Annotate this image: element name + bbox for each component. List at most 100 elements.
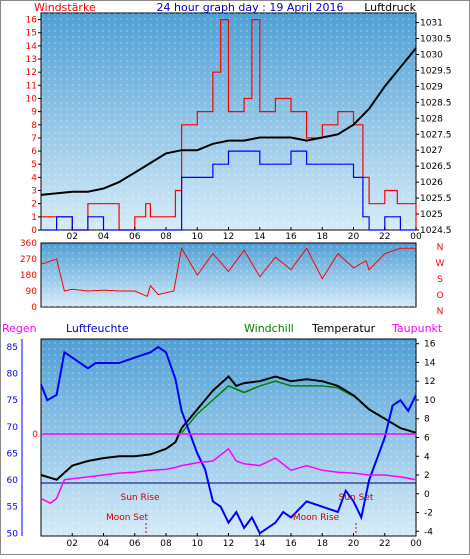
windchill-series	[181, 380, 354, 434]
sun-rise-label: Sun Rise	[121, 493, 160, 503]
humidity-tick-label: 80	[7, 370, 19, 380]
humidity-tick-label: 75	[7, 396, 18, 406]
temperature-series	[40, 375, 417, 481]
dewpoint-series	[40, 447, 417, 505]
hour-tick-label: 14	[254, 232, 266, 242]
pressure-tick-label: 1029.5	[420, 66, 452, 76]
direction-tick-label: 90	[26, 287, 38, 297]
wind-tick-label: 6	[31, 147, 37, 157]
pressure-tick-label: 1029	[420, 82, 443, 92]
wind-tick-label: 9	[31, 108, 37, 118]
temperature-tick-label: -2	[424, 509, 433, 519]
temperature-tick-label: 2	[424, 471, 430, 481]
moon-set-label: Moon Set	[106, 513, 149, 523]
pressure-tick-label: 1028	[420, 114, 443, 124]
hour-tick-label: 06	[129, 539, 141, 549]
moon-rise-label: Moon Rise	[293, 513, 340, 523]
humidity-tick-label: 50	[7, 529, 19, 539]
direction-tick-label: 0	[31, 303, 37, 313]
hour-tick-label: 16	[285, 232, 297, 242]
wind-tick-label: 7	[31, 134, 37, 144]
pressure-tick-label: 1030.5	[420, 35, 452, 45]
wind-axis-title: Windstärke	[34, 1, 96, 14]
temperature-tick-label: 4	[424, 452, 430, 462]
wind-mean-series	[41, 150, 416, 231]
pressure-tick-label: 1026	[420, 178, 443, 188]
temperature-tick-label: 12	[424, 377, 435, 387]
pressure-tick-label: 1026.5	[420, 162, 452, 172]
wind-tick-label: 4	[31, 173, 37, 183]
hour-tick-label: 18	[317, 232, 329, 242]
pressure-tick-label: 1031	[420, 19, 443, 29]
wind-tick-label: 15	[26, 29, 37, 39]
wind-tick-label: 14	[26, 42, 38, 52]
wind-tick-label: 11	[26, 81, 37, 91]
compass-label: N	[437, 307, 444, 317]
compass-label: S	[437, 275, 443, 285]
wind-tick-label: 5	[31, 160, 37, 170]
pressure-tick-label: 1024.5	[420, 226, 452, 236]
hour-tick-label: 20	[348, 539, 360, 549]
direction-tick-label: 270	[20, 255, 37, 265]
hour-tick-label: 12	[223, 232, 234, 242]
hour-tick-label: 16	[285, 539, 297, 549]
hour-tick-label: 00	[410, 539, 422, 549]
wind-tick-label: 16	[26, 16, 38, 26]
legend-regen: Regen	[2, 322, 37, 335]
pressure-tick-label: 1028.5	[420, 98, 452, 108]
humidity-tick-label: 60	[7, 476, 19, 486]
temp-panel-grid	[41, 339, 416, 536]
wind-tick-label: 0	[31, 226, 37, 236]
hour-tick-label: 00	[410, 232, 422, 242]
sun-set-label: Sun Set	[339, 493, 374, 503]
hour-tick-label: 14	[254, 539, 266, 549]
temperature-tick-label: 6	[424, 434, 430, 444]
pressure-series	[40, 47, 417, 196]
legend-windchill: Windchill	[244, 322, 294, 335]
hour-tick-label: 18	[317, 539, 329, 549]
temperature-tick-label: 8	[424, 415, 430, 425]
temperature-tick-label: -4	[424, 527, 433, 537]
chart-title: 24 hour graph day : 19 April 2016	[157, 1, 344, 14]
wind-pressure-panel: 0123456789101112131415161024.510251025.5…	[26, 12, 452, 242]
hour-tick-label: 06	[129, 232, 141, 242]
humidity-tick-label: 70	[7, 423, 19, 433]
hour-tick-label: 10	[192, 539, 204, 549]
legend-taupunkt: Taupunkt	[391, 322, 443, 335]
hour-tick-label: 08	[160, 539, 172, 549]
humidity-tick-label: 85	[7, 343, 18, 353]
pressure-tick-label: 1027.5	[420, 130, 452, 140]
hour-tick-label: 22	[379, 539, 390, 549]
pressure-tick-label: 1025	[420, 210, 443, 220]
wind-direction-series	[40, 246, 416, 297]
legend-temperatur: Temperatur	[311, 322, 376, 335]
temperature-tick-label: 16	[424, 340, 436, 350]
wind-tick-label: 10	[26, 94, 38, 104]
pressure-axis-title: Luftdruck	[364, 1, 416, 14]
temperature-tick-label: 0	[424, 490, 430, 500]
temperature-tick-label: 10	[424, 396, 436, 406]
hour-tick-label: 22	[379, 232, 390, 242]
pressure-tick-label: 1025.5	[420, 194, 452, 204]
hour-tick-label: 08	[160, 232, 172, 242]
hour-tick-label: 02	[67, 539, 78, 549]
humidity-tick-label: 65	[7, 449, 18, 459]
wind-tick-label: 12	[26, 68, 37, 78]
wind-tick-label: 13	[26, 55, 37, 65]
compass-label: O	[436, 291, 443, 301]
wind-tick-label: 2	[31, 200, 37, 210]
direction-panel-grid	[41, 243, 416, 307]
humidity-tick-label: 55	[7, 503, 18, 513]
pressure-tick-label: 1030	[420, 50, 443, 60]
wind-tick-label: 8	[31, 121, 37, 131]
direction-tick-label: 360	[20, 239, 37, 249]
hour-tick-label: 02	[67, 232, 78, 242]
hour-tick-label: 10	[192, 232, 204, 242]
compass-label: W	[436, 259, 445, 269]
hour-tick-label: 04	[98, 539, 110, 549]
legend-luftfeuchte: Luftfeuchte	[66, 322, 129, 335]
